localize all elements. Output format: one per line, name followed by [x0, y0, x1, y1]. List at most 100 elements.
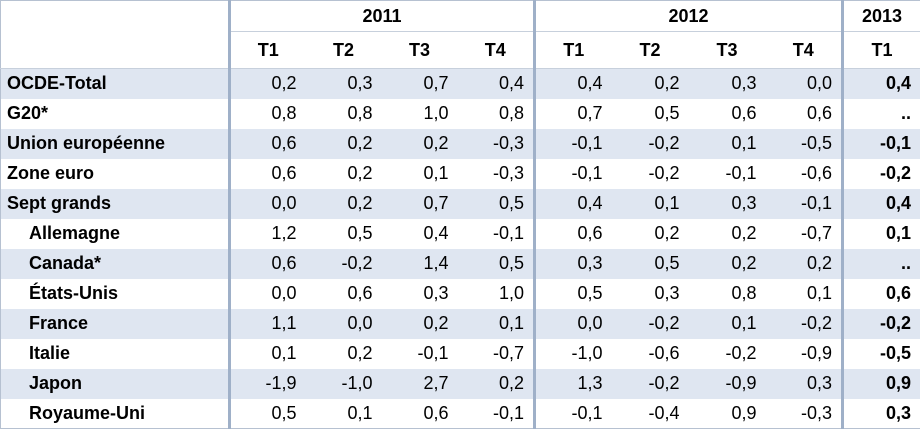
- value-cell: 0,4: [533, 68, 612, 99]
- year-2011-header: 2011: [228, 0, 535, 32]
- year-2012-header: 2012: [532, 0, 843, 32]
- table-row: Union européenne 0,6 0,2 0,2 -0,3 -0,1 -0,2 0,1…: [0, 128, 920, 159]
- value-cell: 0,2: [457, 368, 535, 399]
- quarter-header: T1: [228, 31, 306, 69]
- table-row: Italie 0,1 0,2 -0,1 -0,7 -1,0 -0,6 -0,2 -0,9 -0,5: [0, 338, 920, 369]
- value-cell: 0,6: [305, 278, 382, 309]
- value-cell: 0,0: [305, 308, 382, 339]
- value-cell: -0,1: [457, 398, 535, 429]
- quarter-header: T3: [381, 31, 458, 69]
- value-cell: -0,6: [611, 338, 689, 369]
- row-label: France: [0, 308, 230, 339]
- row-label: Allemagne: [0, 218, 230, 249]
- value-cell: 0,4: [457, 68, 535, 99]
- value-cell: 0,1: [611, 188, 689, 219]
- value-cell: 0,6: [533, 218, 612, 249]
- value-cell: 0,8: [228, 98, 306, 129]
- value-cell: -0,1: [533, 398, 612, 429]
- value-cell: -1,0: [533, 338, 612, 369]
- value-cell: ..: [841, 98, 920, 129]
- value-cell: 0,0: [533, 308, 612, 339]
- quarter-header: T4: [765, 31, 843, 69]
- value-cell: -0,6: [765, 158, 843, 189]
- value-cell: -0,3: [457, 128, 535, 159]
- table-row: Sept grands 0,0 0,2 0,7 0,5 0,4 0,1 0,3 -0,1 0,4: [0, 188, 920, 219]
- quarter-header: T4: [457, 31, 535, 69]
- value-cell: -0,2: [611, 158, 689, 189]
- value-cell: 0,9: [688, 398, 766, 429]
- value-cell: 0,1: [688, 128, 766, 159]
- value-cell: -0,7: [457, 338, 535, 369]
- value-cell: 0,6: [841, 278, 920, 309]
- value-cell: 1,2: [228, 218, 306, 249]
- value-cell: -0,2: [765, 308, 843, 339]
- table-row: G20* 0,8 0,8 1,0 0,8 0,7 0,5 0,6 0,6..: [0, 98, 920, 129]
- row-label: Italie: [0, 338, 230, 369]
- value-cell: 0,8: [305, 98, 382, 129]
- value-cell: 0,5: [611, 248, 689, 279]
- table-row: OCDE-Total 0,2 0,3 0,7 0,4 0,4 0,2 0,3 0,0 0,4: [0, 68, 920, 99]
- value-cell: -0,1: [841, 128, 920, 159]
- value-cell: -0,1: [533, 128, 612, 159]
- year-2013-header: 2013: [841, 0, 920, 32]
- row-label: Canada*: [0, 248, 230, 279]
- corner-cell-2: [0, 31, 230, 69]
- year-header-row: 2011 2012 2013: [1, 0, 920, 32]
- quarter-header-row: T1 T2 T3 T4 T1 T2 T3 T4 T1: [0, 31, 920, 69]
- value-cell: 0,2: [688, 218, 766, 249]
- value-cell: 0,8: [457, 98, 535, 129]
- value-cell: 0,2: [611, 68, 689, 99]
- value-cell: 0,5: [457, 188, 535, 219]
- value-cell: 0,6: [228, 128, 306, 159]
- value-cell: 0,7: [533, 98, 612, 129]
- value-cell: -0,2: [841, 158, 920, 189]
- value-cell: 1,3: [533, 368, 612, 399]
- table-row: France 1,1 0,0 0,2 0,1 0,0 -0,2 0,1 -0,2 -0,2: [0, 308, 920, 339]
- row-label: Japon: [0, 368, 230, 399]
- value-cell: 0,8: [688, 278, 766, 309]
- value-cell: -0,2: [611, 128, 689, 159]
- value-cell: 0,5: [305, 218, 382, 249]
- value-cell: 0,3: [688, 68, 766, 99]
- value-cell: -1,0: [305, 368, 382, 399]
- value-cell: -0,3: [765, 398, 843, 429]
- value-cell: 0,2: [765, 248, 843, 279]
- value-cell: 1,1: [228, 308, 306, 339]
- value-cell: 0,6: [228, 158, 306, 189]
- value-cell: 0,2: [305, 188, 382, 219]
- value-cell: 0,0: [228, 278, 306, 309]
- table-row: États-Unis 0,0 0,6 0,3 1,0 0,5 0,3 0,8 0,1 0,6: [0, 278, 920, 309]
- value-cell: -0,3: [457, 158, 535, 189]
- value-cell: 0,2: [381, 308, 458, 339]
- value-cell: 0,2: [305, 158, 382, 189]
- value-cell: 0,6: [381, 398, 458, 429]
- value-cell: 0,1: [305, 398, 382, 429]
- value-cell: 0,6: [765, 98, 843, 129]
- table-row: Canada* 0,6 -0,2 1,4 0,5 0,3 0,5 0,2 0,2..: [0, 248, 920, 279]
- value-cell: 0,6: [228, 248, 306, 279]
- row-label: États-Unis: [0, 278, 230, 309]
- value-cell: 0,0: [765, 68, 843, 99]
- value-cell: -0,2: [841, 308, 920, 339]
- value-cell: 0,3: [688, 188, 766, 219]
- value-cell: -0,1: [688, 158, 766, 189]
- value-cell: 0,4: [841, 188, 920, 219]
- value-cell: -0,9: [688, 368, 766, 399]
- value-cell: 0,5: [611, 98, 689, 129]
- value-cell: -1,9: [228, 368, 306, 399]
- value-cell: 0,3: [611, 278, 689, 309]
- row-label: OCDE-Total: [0, 68, 230, 99]
- quarter-header: T1: [533, 31, 612, 69]
- value-cell: 0,1: [688, 308, 766, 339]
- value-cell: 0,1: [765, 278, 843, 309]
- value-cell: 0,3: [841, 398, 920, 429]
- value-cell: ..: [841, 248, 920, 279]
- value-cell: 0,6: [688, 98, 766, 129]
- table-row: Japon -1,9 -1,0 2,7 0,2 1,3 -0,2 -0,9 0,3 0,9: [0, 368, 920, 399]
- value-cell: 0,0: [228, 188, 306, 219]
- value-cell: 0,3: [305, 68, 382, 99]
- value-cell: 0,5: [228, 398, 306, 429]
- value-cell: -0,1: [381, 338, 458, 369]
- value-cell: -0,2: [688, 338, 766, 369]
